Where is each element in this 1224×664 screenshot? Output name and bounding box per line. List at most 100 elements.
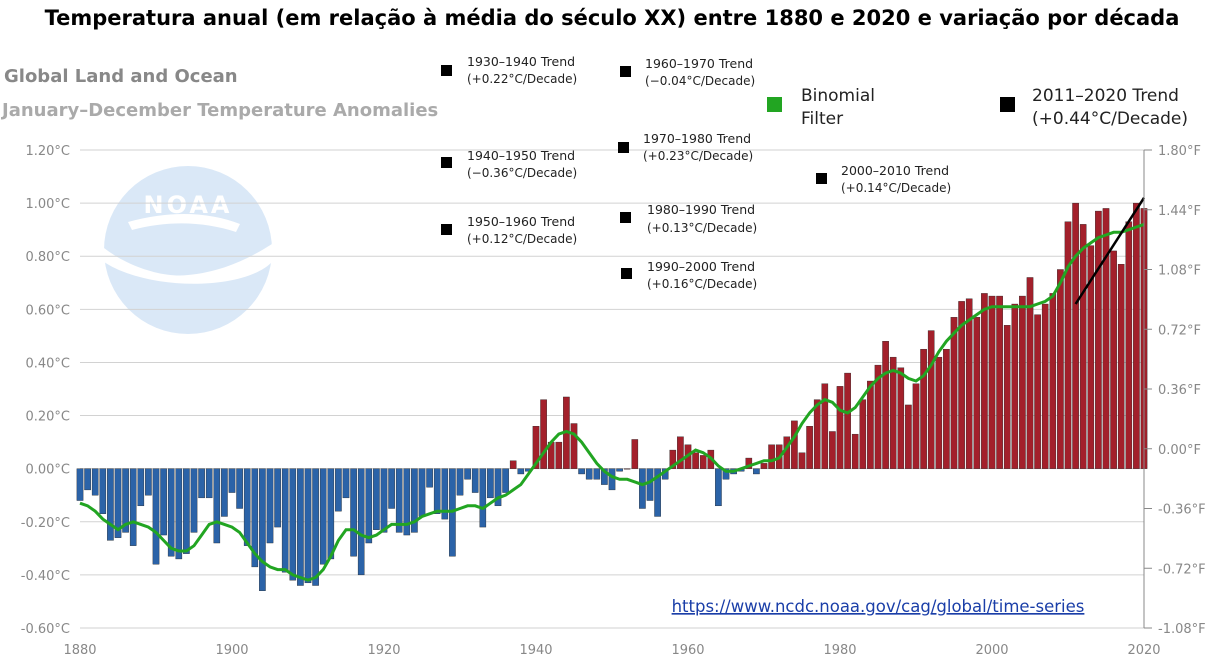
bar-1969 — [753, 468, 760, 475]
bar-1900 — [228, 468, 236, 493]
bar-1906 — [274, 468, 281, 528]
trend-annotation-label: 1940–1950 Trend — [467, 148, 575, 163]
y2-tick-label: 1.08°F — [1158, 264, 1201, 279]
bar-1887 — [129, 468, 137, 546]
trend-annotation-label: 2000–2010 Trend — [841, 163, 949, 178]
bar-1917 — [357, 468, 365, 576]
bar-1940 — [532, 426, 540, 469]
bar-1931 — [464, 468, 471, 480]
bar-1976 — [806, 426, 813, 469]
bar-1937 — [509, 460, 517, 469]
page-title: Temperatura anual (em relação à média do… — [44, 6, 1180, 30]
bar-1971 — [768, 444, 775, 469]
trend-annotation-1990-2000: 1990–2000 Trend (+0.16°C/Decade) — [621, 259, 757, 291]
bar-1936 — [502, 468, 509, 493]
bar-1950 — [608, 468, 616, 491]
bar-1926 — [426, 468, 433, 488]
bar-1954 — [639, 468, 646, 509]
bar-1974 — [791, 420, 798, 469]
bar-1898 — [213, 468, 221, 544]
bar-1925 — [418, 468, 426, 517]
trend-annotation-1970-1980: 1970–1980 Trend (+0.23°C/Decade) — [618, 131, 753, 163]
trend-annotation-1940-1950: 1940–1950 Trend (−0.36°C/Decade) — [441, 148, 577, 180]
bar-2010 — [1064, 221, 1072, 469]
bar-1882 — [91, 468, 99, 496]
bar-1921 — [388, 468, 395, 509]
trend-annotation-1960-1970: 1960–1970 Trend (−0.04°C/Decade) — [620, 56, 755, 88]
trend-annotation-value: (+0.22°C/Decade) — [467, 72, 577, 86]
y-axis-left: 1.20°C 1.00°C 0.80°C 0.60°C 0.40°C 0.20°C 0.00… — [21, 144, 70, 637]
bar-1945 — [570, 423, 578, 469]
bars-group — [76, 202, 1148, 591]
bar-1985 — [874, 364, 882, 469]
trend-annotation-label: 1970–1980 Trend — [643, 131, 751, 146]
legend-trend-2011-2020: 2011–2020 Trend (+0.44°C/Decade) — [1000, 86, 1188, 129]
bar-1909 — [297, 468, 304, 586]
bar-2006 — [1034, 314, 1041, 469]
bar-2008 — [1049, 293, 1057, 469]
bar-1924 — [411, 468, 418, 533]
bar-2014 — [1095, 210, 1102, 469]
bar-1959 — [677, 436, 684, 469]
legend-filter-label: Binomial — [801, 86, 875, 106]
bar-1952 — [623, 468, 631, 470]
bar-1880 — [76, 468, 84, 501]
bar-1951 — [616, 468, 623, 472]
bar-1918 — [365, 468, 373, 544]
x-tick-label: 1900 — [215, 643, 248, 658]
y2-tick-label: -0.36°F — [1158, 503, 1206, 518]
legend-trend-swatch — [1000, 97, 1015, 112]
y-tick-label: 1.00°C — [25, 197, 70, 212]
bar-1927 — [433, 468, 441, 514]
legend-binomial-filter: Binomial Filter — [767, 86, 875, 129]
bar-2002 — [1003, 325, 1011, 469]
trend-annotation-value: (+0.16°C/Decade) — [647, 277, 757, 291]
bar-1947 — [585, 468, 593, 480]
bar-1938 — [517, 468, 525, 475]
bar-1902 — [243, 468, 251, 546]
trend-annotation-2000-2010: 2000–2010 Trend (+0.14°C/Decade) — [816, 163, 951, 195]
trend-annotation-label: 1930–1940 Trend — [467, 54, 575, 69]
source-link[interactable]: https://www.ncdc.noaa.gov/cag/global/tim… — [672, 597, 1085, 616]
bar-1891 — [160, 468, 167, 536]
y2-tick-label: 0.36°F — [1158, 383, 1201, 398]
y-tick-label: -0.20°C — [21, 516, 70, 531]
bar-1991 — [920, 348, 927, 469]
legend-filter-swatch — [767, 97, 782, 112]
legend-trend-label: 2011–2020 Trend — [1032, 86, 1179, 106]
bar-1904 — [259, 468, 266, 591]
y2-tick-label: 1.44°F — [1158, 204, 1201, 219]
bar-1946 — [578, 468, 585, 475]
bar-1916 — [350, 468, 357, 557]
bar-1919 — [373, 468, 380, 530]
x-tick-label: 1880 — [63, 643, 96, 658]
x-tick-label: 1960 — [671, 643, 704, 658]
bar-1988 — [897, 367, 905, 469]
bar-1955 — [646, 468, 654, 501]
trend-annotation-label: 1980–1990 Trend — [647, 202, 755, 217]
bar-1989 — [905, 404, 912, 469]
bar-1885 — [114, 468, 122, 538]
bar-1948 — [593, 468, 601, 480]
bar-1997 — [965, 298, 973, 469]
x-axis: 1880 1900 1920 1940 1960 1980 2000 2020 — [63, 643, 1160, 658]
bar-1978 — [821, 383, 829, 469]
bar-1930 — [456, 468, 464, 496]
bar-1923 — [403, 468, 411, 536]
bar-1928 — [441, 468, 449, 520]
binomial-filter-line — [79, 222, 1145, 582]
bar-1933 — [479, 468, 487, 528]
trend-2011-2020-line — [1074, 197, 1146, 305]
bar-2013 — [1087, 245, 1095, 469]
bar-1994 — [943, 348, 950, 469]
bar-1899 — [221, 468, 228, 517]
y-tick-label: 0.00°C — [25, 463, 70, 478]
bar-2001 — [996, 295, 1003, 469]
bar-1986 — [882, 341, 889, 469]
x-tick-label: 2000 — [975, 643, 1008, 658]
trend-annotation-label: 1990–2000 Trend — [647, 259, 755, 274]
legend-filter-label: Filter — [801, 109, 843, 129]
y-tick-label: 0.60°C — [25, 303, 70, 318]
bar-1956 — [654, 468, 661, 517]
bar-2019 — [1133, 202, 1140, 469]
